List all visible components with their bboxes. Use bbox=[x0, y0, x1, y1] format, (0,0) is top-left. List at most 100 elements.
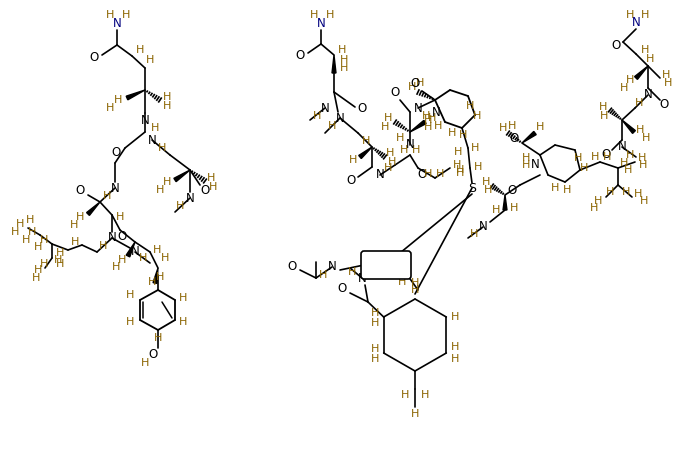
Text: O: O bbox=[357, 102, 367, 114]
Text: H: H bbox=[620, 158, 629, 168]
Text: H: H bbox=[370, 308, 379, 318]
Text: H: H bbox=[348, 267, 356, 277]
Text: H: H bbox=[401, 390, 410, 400]
Text: H: H bbox=[56, 259, 64, 269]
Text: H: H bbox=[11, 227, 19, 237]
Text: H: H bbox=[636, 125, 644, 135]
Text: H: H bbox=[510, 203, 518, 213]
Text: H: H bbox=[71, 237, 79, 247]
Text: O: O bbox=[296, 50, 304, 62]
Text: H: H bbox=[400, 145, 408, 155]
Text: H: H bbox=[412, 145, 420, 155]
Text: O: O bbox=[509, 132, 519, 146]
Text: H: H bbox=[34, 265, 42, 275]
Text: N: N bbox=[432, 105, 441, 119]
Polygon shape bbox=[635, 66, 648, 79]
Text: N: N bbox=[632, 17, 641, 29]
Text: H: H bbox=[600, 111, 608, 121]
Text: H: H bbox=[416, 78, 424, 88]
Text: H: H bbox=[156, 272, 164, 282]
Text: H: H bbox=[411, 285, 419, 295]
Text: H: H bbox=[163, 92, 171, 102]
Text: N: N bbox=[327, 261, 336, 273]
Text: H: H bbox=[454, 147, 462, 157]
Text: H: H bbox=[22, 235, 31, 245]
Text: H: H bbox=[471, 143, 479, 153]
Text: H: H bbox=[313, 111, 321, 121]
Text: O: O bbox=[117, 230, 127, 244]
Polygon shape bbox=[522, 131, 536, 143]
Polygon shape bbox=[503, 195, 507, 210]
Text: H: H bbox=[459, 130, 467, 140]
Text: H: H bbox=[606, 187, 614, 197]
Polygon shape bbox=[153, 268, 158, 283]
Text: O: O bbox=[287, 260, 297, 272]
Text: H: H bbox=[163, 177, 171, 187]
Text: H: H bbox=[638, 153, 646, 163]
Text: H: H bbox=[207, 173, 215, 183]
Text: H: H bbox=[522, 153, 530, 163]
Text: H: H bbox=[340, 63, 348, 73]
Text: H: H bbox=[40, 259, 48, 269]
Text: O: O bbox=[338, 282, 346, 296]
Text: H: H bbox=[626, 75, 634, 85]
Text: H: H bbox=[456, 168, 464, 178]
Text: H: H bbox=[388, 157, 396, 167]
Text: N: N bbox=[113, 18, 121, 30]
Text: H: H bbox=[70, 220, 78, 230]
Text: H: H bbox=[422, 111, 430, 121]
Text: O: O bbox=[346, 174, 356, 186]
Text: H: H bbox=[370, 344, 379, 354]
Text: H: H bbox=[26, 215, 34, 225]
Text: H: H bbox=[370, 318, 379, 328]
Text: H: H bbox=[384, 163, 392, 173]
Text: H: H bbox=[319, 270, 327, 280]
Text: H: H bbox=[436, 169, 444, 179]
Text: H: H bbox=[126, 290, 134, 300]
Text: H: H bbox=[338, 45, 346, 55]
Text: H: H bbox=[381, 122, 389, 132]
Text: H: H bbox=[118, 255, 126, 265]
Text: H: H bbox=[163, 101, 171, 111]
Polygon shape bbox=[332, 55, 336, 73]
Text: H: H bbox=[453, 160, 461, 170]
Text: H: H bbox=[126, 317, 134, 327]
Text: O: O bbox=[418, 168, 426, 182]
Text: H: H bbox=[156, 185, 164, 195]
Text: H: H bbox=[466, 101, 474, 111]
Text: N: N bbox=[531, 158, 540, 172]
Text: H: H bbox=[641, 45, 650, 55]
Text: H: H bbox=[114, 95, 122, 105]
Text: H: H bbox=[310, 10, 318, 20]
Text: H: H bbox=[136, 45, 144, 55]
Text: H: H bbox=[16, 219, 24, 229]
Text: H: H bbox=[456, 165, 464, 175]
Text: H: H bbox=[641, 10, 650, 20]
Text: N: N bbox=[405, 139, 414, 151]
Text: H: H bbox=[522, 160, 530, 170]
Text: H: H bbox=[482, 177, 490, 187]
Text: H: H bbox=[327, 121, 336, 131]
Text: H: H bbox=[340, 55, 348, 65]
Text: H: H bbox=[424, 122, 432, 132]
Text: H: H bbox=[421, 390, 429, 400]
Text: H: H bbox=[386, 148, 394, 158]
Text: H: H bbox=[620, 83, 629, 93]
Text: H: H bbox=[176, 201, 184, 211]
Text: H: H bbox=[116, 212, 124, 222]
Text: H: H bbox=[599, 102, 607, 112]
Text: H: H bbox=[370, 354, 379, 364]
Text: H: H bbox=[536, 122, 544, 132]
Text: H: H bbox=[594, 196, 602, 206]
Text: H: H bbox=[639, 160, 647, 170]
Text: H: H bbox=[76, 212, 84, 222]
Text: N: N bbox=[643, 88, 652, 102]
Text: Abs: Abs bbox=[375, 259, 397, 272]
Polygon shape bbox=[126, 90, 145, 100]
Text: H: H bbox=[591, 152, 599, 162]
Text: H: H bbox=[470, 229, 478, 239]
Text: N: N bbox=[479, 220, 487, 234]
Text: O: O bbox=[391, 87, 399, 99]
Text: H: H bbox=[508, 121, 516, 131]
Polygon shape bbox=[410, 120, 426, 132]
